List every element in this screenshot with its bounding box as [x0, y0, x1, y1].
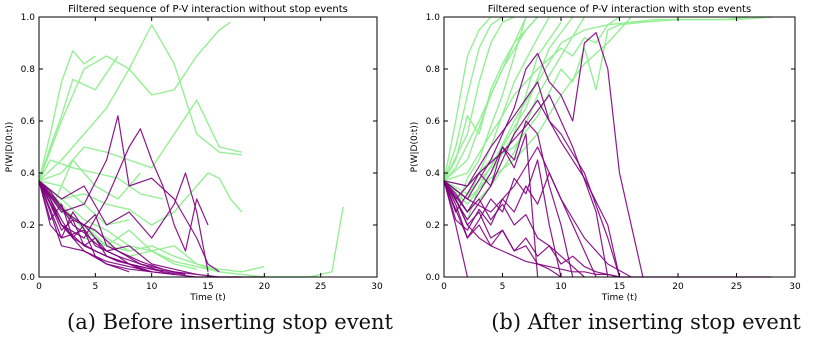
- series-line-purple-25: [38, 180, 130, 273]
- series-line-purple-21: [38, 180, 152, 273]
- series-line-green-4: [443, 16, 539, 182]
- x-tick-label: 20: [672, 282, 684, 292]
- series-line-purple-22: [443, 159, 562, 278]
- y-tick-label: 0.4: [21, 169, 36, 179]
- series-line-purple-19: [38, 180, 175, 275]
- y-tick-label: 0.2: [21, 221, 35, 231]
- x-tick-label: 15: [202, 282, 213, 292]
- series-line-purple-16: [38, 172, 209, 272]
- series-line-purple-14: [38, 115, 220, 273]
- series-line-purple-19: [443, 120, 574, 278]
- series-line-purple-27: [38, 180, 152, 273]
- chart-title: Filtered sequence of P-V interaction wit…: [68, 4, 348, 15]
- series-line-purple-28: [443, 94, 609, 278]
- series-line-green-1: [38, 50, 96, 181]
- series-line-green-1: [443, 16, 503, 182]
- y-tick-label: 0.8: [21, 65, 36, 75]
- series-line-green-11: [443, 16, 539, 182]
- series-line-purple-24: [443, 133, 539, 278]
- x-tick-label: 5: [92, 282, 98, 292]
- series-line-purple-15: [443, 31, 644, 278]
- y-tick-label: 0.2: [426, 221, 440, 231]
- y-tick-label: 1.0: [426, 13, 441, 23]
- series-line-green-5: [38, 159, 164, 200]
- series-line-purple-16: [443, 81, 621, 278]
- x-tick-label: 10: [555, 282, 567, 292]
- y-tick-label: 0.6: [21, 117, 36, 127]
- x-tick-label: 0: [441, 282, 447, 292]
- chart-a: 0 5 10 15 20 25 30 0.0 0.2 0.4 0.6 0.8 1.0 Filtered s…: [5, 4, 383, 303]
- y-tick-label: 0.4: [426, 169, 441, 179]
- series-line-green-12: [38, 180, 220, 273]
- chart-title: Filtered sequence of P-V interaction wit…: [488, 4, 751, 15]
- y-axis-label: P(W|D(0:t)): [410, 122, 420, 173]
- x-tick-label: 20: [259, 282, 271, 292]
- x-tick-label: 15: [614, 282, 625, 292]
- x-tick-label: 25: [731, 282, 742, 292]
- series-line-green-2: [38, 55, 119, 182]
- series-line-purple-22: [38, 180, 164, 270]
- x-tick-label: 10: [146, 282, 158, 292]
- series-line-purple-20: [443, 180, 585, 278]
- series-line-purple-21: [443, 180, 620, 278]
- series-line-purple-17: [443, 99, 621, 278]
- x-tick-label: 30: [789, 282, 801, 292]
- series-line-green-0: [38, 21, 231, 182]
- series-line-green-0: [443, 16, 492, 181]
- y-tick-label: 0.0: [426, 273, 441, 283]
- x-axis-label: Time (t): [601, 293, 637, 303]
- x-tick-label: 30: [371, 282, 383, 292]
- chart-b: 0 5 10 15 20 25 30 0.0 0.2 0.4 0.6 0.8 1.0 Filtered s…: [410, 4, 801, 303]
- series-line-green-7: [443, 16, 586, 213]
- series-line-purple-23: [443, 180, 772, 278]
- series-line-green-9: [38, 159, 141, 213]
- series-line-green-6: [38, 172, 243, 226]
- y-tick-label: 0.8: [426, 65, 441, 75]
- x-tick-label: 5: [500, 282, 506, 292]
- series-line-green-3: [38, 24, 242, 182]
- caption-a: (a) Before inserting stop event: [67, 310, 393, 334]
- x-axis-label: Time (t): [189, 293, 225, 303]
- y-tick-label: 0.6: [426, 117, 441, 127]
- series-line-purple-26: [443, 146, 632, 278]
- y-axis-label: P(W|D(0:t)): [5, 122, 15, 173]
- y-tick-label: 1.0: [21, 13, 36, 23]
- x-tick-label: 25: [315, 282, 326, 292]
- series-line-green-2: [443, 16, 515, 182]
- x-tick-label: 0: [36, 282, 42, 292]
- caption-b: (b) After inserting stop event: [491, 310, 801, 334]
- series-line-purple-27: [443, 172, 597, 278]
- y-tick-label: 0.0: [21, 273, 36, 283]
